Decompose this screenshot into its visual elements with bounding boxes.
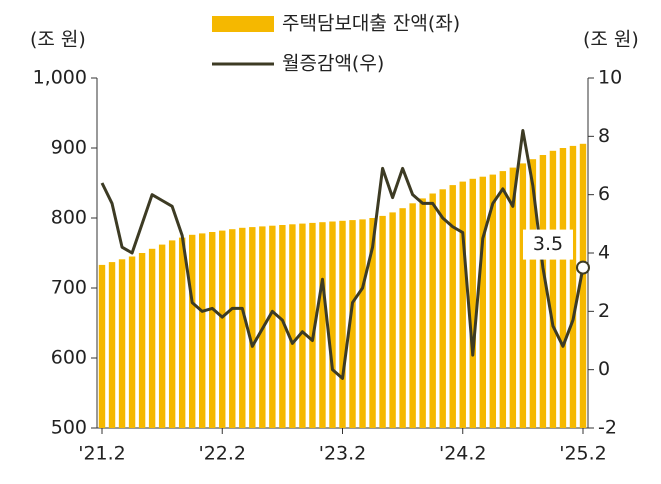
legend-label: 주택담보대출 잔액(좌) <box>282 13 460 35</box>
y-tick-label: 600 <box>51 347 87 369</box>
bar <box>579 143 587 429</box>
x-tick-label: '22.2 <box>198 443 246 465</box>
bar <box>128 256 136 428</box>
bar <box>269 225 276 428</box>
bar <box>118 259 126 428</box>
bar <box>199 233 206 428</box>
bar <box>399 208 406 428</box>
y2-tick-label: -2 <box>598 417 617 439</box>
bar <box>289 224 296 428</box>
bar <box>369 218 376 428</box>
bar <box>108 262 116 428</box>
bar <box>339 220 346 428</box>
bar <box>168 240 176 428</box>
bar <box>98 264 106 428</box>
value-label: 3.5 <box>533 233 563 255</box>
bar <box>429 193 436 428</box>
bar <box>178 237 186 428</box>
bar <box>158 244 166 428</box>
x-tick-label: '24.2 <box>439 443 487 465</box>
bar <box>509 167 517 428</box>
bar <box>469 178 476 428</box>
y2-tick-label: 10 <box>598 67 622 89</box>
bar <box>449 185 456 428</box>
bar <box>329 221 336 428</box>
bar <box>389 212 396 428</box>
bar <box>138 253 146 428</box>
bar <box>559 148 567 428</box>
bar <box>519 163 527 428</box>
y-tick-label: 500 <box>51 417 87 439</box>
y-tick-label: 800 <box>51 207 87 229</box>
bar <box>209 232 216 428</box>
bar <box>279 225 286 428</box>
x-tick-label: '23.2 <box>319 443 367 465</box>
bar <box>309 222 316 428</box>
bar <box>459 181 466 428</box>
bar <box>229 229 236 428</box>
x-tick-label: '25.2 <box>559 443 607 465</box>
bar <box>499 171 507 428</box>
bar <box>299 223 306 428</box>
bar <box>249 227 256 428</box>
legend-swatch <box>212 16 274 32</box>
bar <box>489 174 497 428</box>
line <box>100 129 585 380</box>
bar <box>219 230 226 428</box>
y2-tick-label: 6 <box>598 183 610 205</box>
y-tick-label: 900 <box>51 137 87 159</box>
bar <box>148 248 156 428</box>
bar <box>349 220 356 428</box>
y2-axis-label: (조 원) <box>583 29 639 51</box>
bar <box>539 155 547 428</box>
bar <box>188 234 196 428</box>
y2-tick-label: 2 <box>598 300 610 322</box>
bar <box>569 145 577 428</box>
y-tick-label: 1,000 <box>33 67 87 89</box>
bar <box>479 176 486 428</box>
x-tick-label: '21.2 <box>78 443 126 465</box>
value-label-bg <box>522 229 573 260</box>
bar <box>379 215 386 428</box>
bar <box>549 150 557 429</box>
bar <box>359 219 366 428</box>
bar <box>319 222 326 428</box>
y2-tick-label: 4 <box>598 242 610 264</box>
bar <box>439 189 446 428</box>
point <box>575 260 590 275</box>
y2-tick-label: 0 <box>598 358 610 380</box>
bar <box>409 203 416 428</box>
y-tick-label: 700 <box>51 277 87 299</box>
bar <box>239 227 246 428</box>
bar <box>529 159 537 428</box>
bar <box>419 198 426 428</box>
legend-label: 월증감액(우) <box>282 53 384 75</box>
y-axis-label: (조 원) <box>30 29 86 51</box>
y2-tick-label: 8 <box>598 125 610 147</box>
